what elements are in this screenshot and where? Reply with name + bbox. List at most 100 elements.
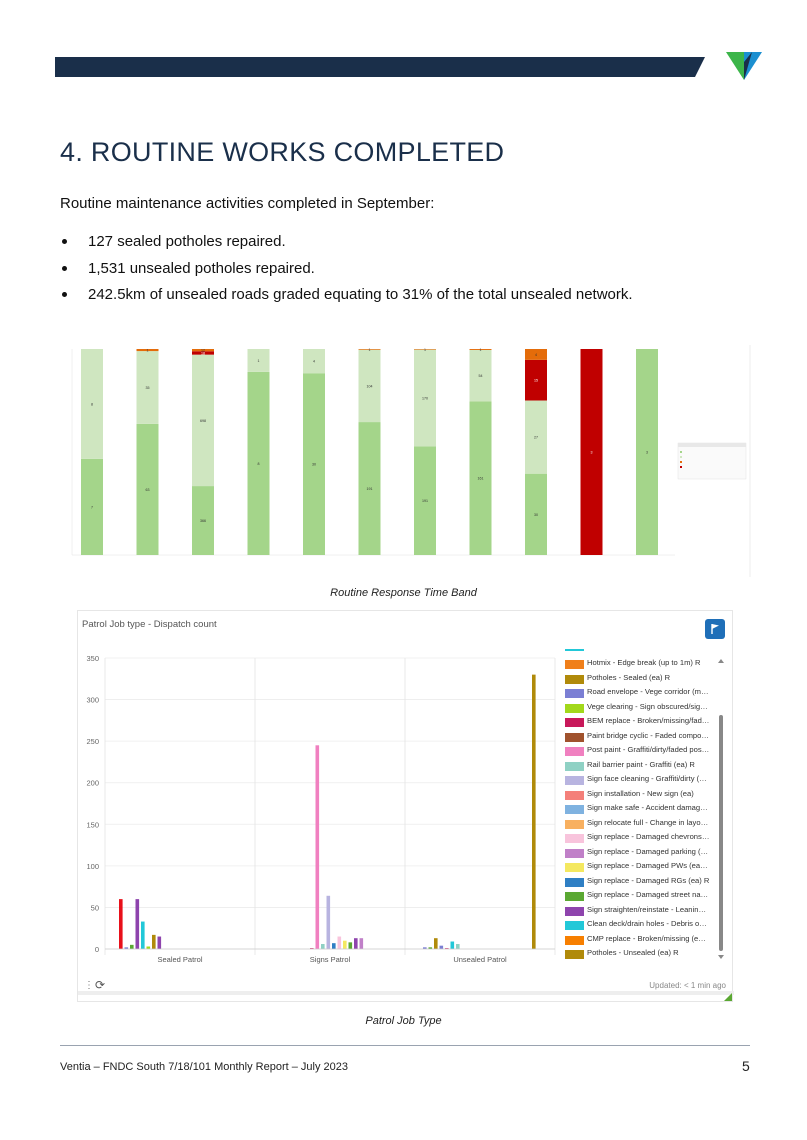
bar xyxy=(450,941,455,949)
legend-swatch xyxy=(680,461,682,463)
legend-swatch xyxy=(565,703,584,713)
legend-label: Sign replace - Damaged chevrons (e... xyxy=(587,832,710,841)
legend-swatch xyxy=(565,674,584,684)
legend-item[interactable]: Sign replace - Damaged RGs (ea) R xyxy=(565,875,710,889)
bar xyxy=(326,895,331,949)
y-tick-label: 350 xyxy=(86,654,99,663)
footer-divider xyxy=(60,1045,750,1046)
y-tick-label: 0 xyxy=(95,945,99,954)
legend-item[interactable]: BEM replace - Broken/missing/faded ... xyxy=(565,715,710,729)
data-label: 8 xyxy=(258,462,260,466)
legend-item[interactable]: Road envelope - Vege corridor (m) R xyxy=(565,686,710,700)
data-label: 12 xyxy=(201,349,205,353)
legend-label: Sign replace - Damaged street name ... xyxy=(587,890,710,899)
chart-legend: Hotmix - Edge break (up to 1m) R Potholes… xyxy=(565,649,710,965)
bar-segment xyxy=(358,349,381,350)
bar xyxy=(315,745,320,949)
legend-swatch xyxy=(565,790,584,800)
bar-segment xyxy=(414,349,436,447)
legend-swatch xyxy=(565,863,584,872)
legend-swatch xyxy=(565,761,584,771)
list-item: 127 sealed potholes repaired. xyxy=(60,233,633,260)
bar-segment xyxy=(136,423,159,555)
legend-swatch xyxy=(680,466,682,468)
flag-button[interactable] xyxy=(705,619,725,639)
legend-item[interactable]: Sign installation - New sign (ea) xyxy=(565,788,710,802)
legend-label: Rail barrier paint - Graffiti (ea) R xyxy=(587,759,695,769)
chart-legend xyxy=(677,442,747,480)
legend-item[interactable]: CMP replace - Broken/missing (ea) R xyxy=(565,933,710,947)
bar-segment xyxy=(525,349,547,360)
legend-label: Hotmix - Edge break (up to 1m) R xyxy=(587,658,701,667)
legend-label: Vege clearing - Sign obscured/sightli... xyxy=(587,701,710,711)
bar-segment xyxy=(247,349,270,372)
bullet-icon xyxy=(62,239,67,244)
bar-segment xyxy=(192,349,214,352)
legend-item[interactable]: Potholes - Unsealed (ea) R xyxy=(565,947,710,961)
legend-swatch xyxy=(565,805,584,814)
refresh-icon[interactable]: ⟳ xyxy=(95,978,106,992)
bar-segment xyxy=(414,349,436,350)
data-label: 30 xyxy=(534,513,538,517)
list-item-text: 127 sealed potholes repaired. xyxy=(88,233,286,250)
legend-item[interactable]: Sign replace - Damaged street name ... xyxy=(565,889,710,903)
bar xyxy=(321,944,325,949)
chart-caption: Routine Response Time Band xyxy=(330,587,477,599)
bar xyxy=(130,944,134,949)
legend-swatch xyxy=(680,456,682,458)
bar-segment xyxy=(192,354,214,487)
legend-item[interactable]: Sign face cleaning - Graffiti/dirty (ea)… xyxy=(565,773,710,787)
data-label: 18 xyxy=(201,351,205,355)
legend-item[interactable] xyxy=(565,649,710,653)
resize-corner[interactable] xyxy=(724,993,732,1001)
bar-segment xyxy=(358,422,381,555)
legend-item[interactable]: Potholes - Sealed (ea) R xyxy=(565,672,710,686)
bar-segment xyxy=(81,458,103,555)
legend-item[interactable]: Sign relocate full - Change in layout (.… xyxy=(565,817,710,831)
data-label: 4 xyxy=(313,360,315,364)
legend-label: Sign replace - Damaged parking (ea) R xyxy=(587,846,710,856)
legend-scrollbar[interactable] xyxy=(718,659,724,959)
bar-segment xyxy=(247,371,270,555)
bar-segment xyxy=(358,349,381,423)
more-icon[interactable]: ⋮ xyxy=(84,980,94,991)
data-label: 161 xyxy=(478,477,484,481)
list-item-text: 1,531 unsealed potholes repaired. xyxy=(88,259,315,277)
bar xyxy=(135,899,140,949)
bar xyxy=(152,934,156,949)
header-bar xyxy=(55,57,705,77)
legend-swatch xyxy=(565,649,584,651)
legend-item[interactable]: Sign replace - Damaged parking (ea) R xyxy=(565,846,710,860)
legend-item[interactable]: Sign straighten/reinstate - Leaning (e..… xyxy=(565,904,710,918)
data-label: 1 xyxy=(147,349,149,353)
legend-label: Sign replace - Damaged RGs (ea) R xyxy=(587,875,710,885)
data-label: 30 xyxy=(312,463,316,467)
legend-item[interactable]: Rail barrier paint - Graffiti (ea) R xyxy=(565,759,710,773)
legend-item[interactable]: Hotmix - Edge break (up to 1m) R xyxy=(565,657,710,671)
legend-item[interactable]: Paint bridge cyclic - Faded compone... xyxy=(565,730,710,744)
legend-item[interactable]: Vege clearing - Sign obscured/sightli... xyxy=(565,701,710,715)
legend-swatch xyxy=(565,848,584,858)
bar xyxy=(354,938,358,949)
legend-label: Potholes - Sealed (ea) R xyxy=(587,672,671,682)
legend-item[interactable]: Sign replace - Damaged PWs (ea) R xyxy=(565,860,710,874)
legend-swatch xyxy=(565,718,584,727)
bar-segment xyxy=(525,473,547,555)
legend-item[interactable]: Sign replace - Damaged chevrons (e... xyxy=(565,831,710,845)
bar-segment xyxy=(469,401,492,555)
legend-label: Clean deck/drain holes - Debris on br... xyxy=(587,919,710,928)
legend-label: Sign replace - Damaged PWs (ea) R xyxy=(587,861,710,870)
data-label: 1 xyxy=(369,348,371,352)
bar-segment xyxy=(469,349,492,402)
legend-item[interactable]: Sign make safe - Accident damage (e... xyxy=(565,802,710,816)
bar-segment xyxy=(192,486,214,555)
bar xyxy=(337,936,342,949)
legend-label: Sign face cleaning - Graffiti/dirty (ea)… xyxy=(587,774,710,783)
legend-item[interactable]: Post paint - Graffiti/dirty/faded post (… xyxy=(565,744,710,758)
y-tick-label: 300 xyxy=(86,696,99,705)
legend-item[interactable]: Clean deck/drain holes - Debris on br... xyxy=(565,918,710,932)
legend-swatch xyxy=(565,776,584,785)
data-label: 366 xyxy=(200,519,206,523)
bar-segment xyxy=(136,351,159,424)
